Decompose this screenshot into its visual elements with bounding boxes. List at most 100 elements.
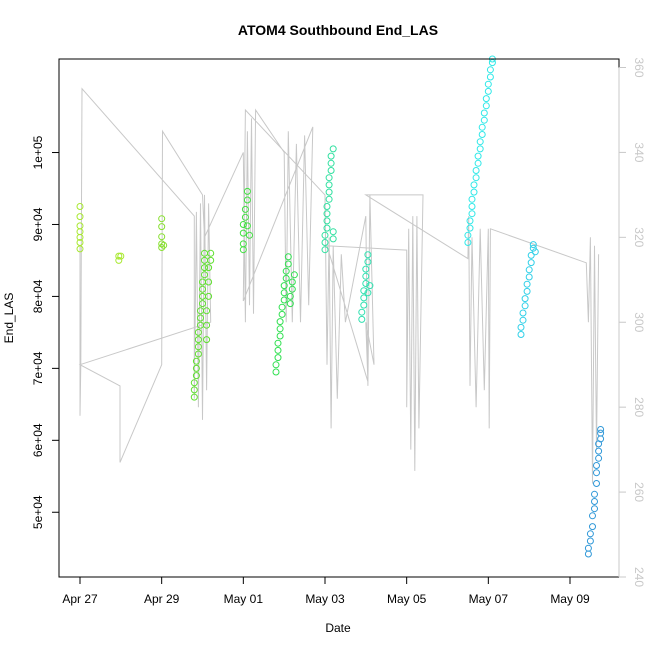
data-point	[589, 512, 596, 520]
data-point	[325, 195, 333, 203]
data-point	[323, 203, 331, 210]
series-0	[76, 203, 84, 253]
data-point	[597, 435, 605, 443]
data-point	[593, 462, 600, 469]
data-point	[327, 167, 335, 174]
data-point	[486, 73, 494, 81]
data-point	[521, 295, 529, 303]
data-point	[76, 203, 84, 210]
data-point	[472, 167, 480, 174]
data-point	[76, 222, 84, 230]
series-4	[239, 187, 253, 254]
x-axis-label: Date	[325, 621, 351, 635]
data-point	[190, 379, 198, 387]
data-point	[280, 296, 288, 304]
x-tick-label: May 01	[224, 592, 264, 606]
data-point	[519, 309, 527, 317]
data-point	[476, 138, 484, 146]
data-point	[274, 346, 282, 354]
data-point	[595, 447, 603, 455]
data-point	[190, 386, 198, 394]
data-point	[158, 233, 166, 241]
data-point	[76, 239, 84, 246]
line-series-path	[78, 87, 600, 484]
data-point	[243, 222, 251, 230]
data-point	[117, 252, 125, 260]
data-point	[523, 280, 531, 288]
y-tick-label: 7e+04	[31, 351, 45, 385]
data-point	[468, 203, 476, 210]
data-point	[480, 116, 488, 124]
data-point	[466, 224, 474, 232]
data-point	[593, 469, 600, 477]
data-point	[282, 267, 290, 275]
x-tick-label: Apr 27	[62, 592, 98, 606]
data-point	[364, 289, 372, 297]
y-axis: 5e+04 6e+04 7e+04 8e+04 9e+04 1e+05	[31, 135, 60, 529]
data-point	[278, 310, 286, 318]
data-point	[476, 145, 484, 153]
data-point	[190, 393, 198, 401]
data-point	[199, 278, 206, 286]
data-point	[272, 368, 280, 376]
data-point	[327, 159, 335, 167]
data-point	[519, 316, 527, 324]
data-point	[201, 271, 208, 279]
series-1	[115, 252, 125, 264]
data-point	[276, 325, 284, 333]
data-point	[207, 249, 215, 257]
series-3	[190, 249, 215, 401]
data-point	[203, 307, 211, 315]
data-point	[521, 302, 529, 310]
y-tick-label: 9e+04	[31, 207, 45, 241]
data-point	[201, 249, 208, 257]
data-point	[192, 364, 200, 372]
data-point	[527, 251, 535, 259]
data-point	[239, 229, 247, 237]
data-point	[194, 350, 202, 358]
data-point	[525, 273, 533, 281]
data-point	[586, 537, 594, 545]
data-point	[527, 259, 535, 267]
data-point	[364, 258, 372, 266]
data-point	[360, 287, 368, 295]
data-point	[464, 239, 472, 246]
data-point	[272, 361, 280, 369]
data-point	[468, 210, 476, 218]
data-point	[207, 256, 215, 264]
data-point	[474, 159, 482, 167]
x-axis: Apr 27 Apr 29 May 01 May 03 May 05 May 07 May …	[62, 576, 590, 606]
data-point	[274, 354, 282, 362]
data-point	[478, 123, 486, 131]
data-point	[464, 231, 472, 239]
data-point	[201, 264, 208, 272]
data-point	[525, 266, 533, 274]
data-point	[362, 272, 370, 280]
data-point	[517, 331, 525, 338]
data-point	[470, 188, 478, 196]
right-tick-label: 240	[632, 567, 646, 587]
data-point	[358, 308, 366, 316]
data-point	[325, 181, 333, 189]
x-tick-label: May 03	[305, 592, 345, 606]
x-tick-label: May 07	[469, 592, 509, 606]
chart-title: ATOM4 Southbound End_LAS	[238, 22, 438, 38]
data-point	[290, 271, 298, 279]
data-point	[284, 253, 292, 261]
data-point	[466, 217, 474, 225]
data-point	[531, 248, 539, 256]
data-point	[160, 241, 168, 249]
data-point	[76, 228, 84, 236]
data-point	[591, 498, 598, 505]
data-point	[362, 280, 370, 287]
data-point	[278, 303, 286, 311]
data-point	[584, 544, 592, 552]
data-point	[484, 87, 492, 95]
data-point	[205, 278, 213, 286]
data-point	[286, 300, 294, 308]
data-point	[591, 505, 598, 513]
series-9	[517, 241, 539, 338]
data-point	[199, 292, 206, 300]
data-point	[243, 187, 251, 195]
data-point	[523, 287, 531, 295]
